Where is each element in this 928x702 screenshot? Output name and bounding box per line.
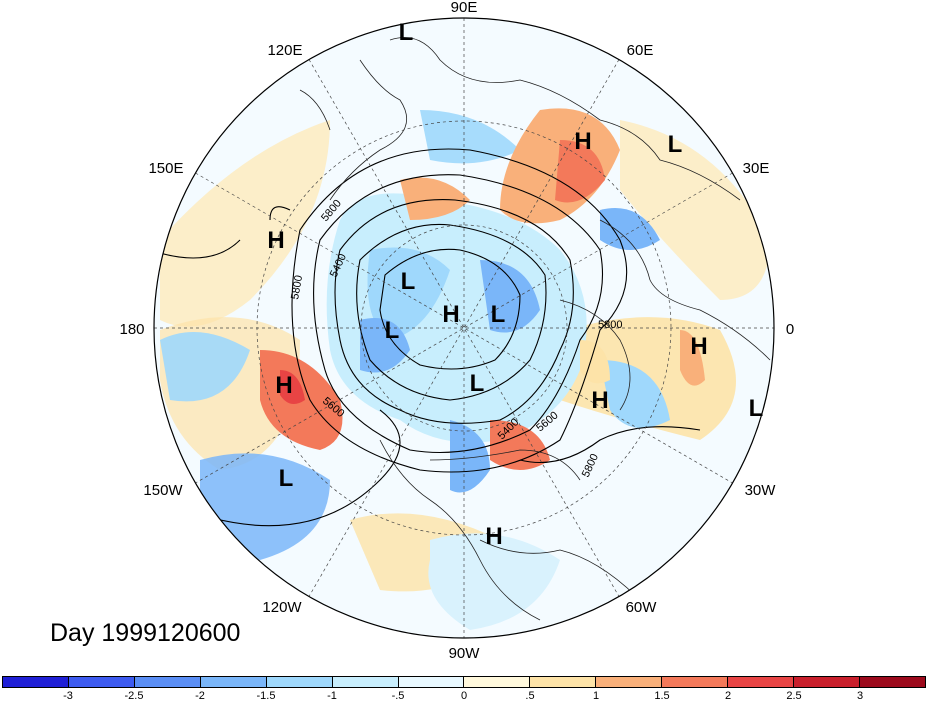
anomaly-field bbox=[160, 108, 770, 630]
colorbar-tick-label: 1.5 bbox=[654, 690, 670, 702]
colorbar-tick-label: 2.5 bbox=[786, 690, 802, 702]
pressure-centers: L L H H L H L L H L H H L L H bbox=[267, 19, 763, 550]
colorbar-tick-label: .5 bbox=[525, 690, 535, 702]
colorbar-swatch bbox=[530, 677, 597, 687]
longitude-labels: 90E 60E 30E 0 30W 60W 90W 120W 150W 180 … bbox=[119, 0, 794, 662]
contour-label: 5800 bbox=[598, 319, 622, 331]
colorbar-swatch bbox=[596, 677, 663, 687]
day-caption: Day 1999120600 bbox=[50, 619, 241, 647]
colorbar-tick-label: 0 bbox=[460, 690, 468, 702]
lon-label-150w: 150W bbox=[143, 482, 183, 499]
colorbar-swatch bbox=[332, 677, 399, 687]
colorbar-tick-label: -1.5 bbox=[256, 690, 276, 702]
low-center-marker: L bbox=[279, 465, 294, 492]
height-contours bbox=[154, 148, 701, 527]
lon-label-60e: 60E bbox=[627, 42, 654, 59]
low-center-marker: L bbox=[385, 317, 400, 344]
low-center-marker: L bbox=[470, 370, 485, 397]
high-center-marker: H bbox=[275, 372, 292, 399]
colorbar-tick-label: -3 bbox=[63, 690, 73, 702]
colorbar-tick-label: 3 bbox=[856, 690, 864, 702]
colorbar-tick-label: 1 bbox=[592, 690, 600, 702]
colorbar bbox=[2, 676, 926, 688]
lon-label-60w: 60W bbox=[626, 599, 658, 616]
colorbar-swatch bbox=[662, 677, 729, 687]
colorbar-tick-label: -1 bbox=[327, 690, 337, 702]
contour-label: 5800 bbox=[289, 274, 305, 300]
low-center-marker: L bbox=[491, 301, 506, 328]
low-center-marker: L bbox=[668, 131, 683, 158]
colorbar-swatch bbox=[200, 677, 267, 687]
high-center-marker: H bbox=[591, 387, 608, 414]
coastlines bbox=[299, 37, 771, 621]
lon-label-120e: 120E bbox=[267, 42, 302, 59]
lon-label-0: 0 bbox=[786, 321, 794, 338]
lon-label-30w: 30W bbox=[745, 482, 777, 499]
high-center-marker: H bbox=[574, 128, 591, 155]
high-center-marker: H bbox=[690, 333, 707, 360]
colorbar-swatch bbox=[859, 677, 925, 687]
lon-label-180: 180 bbox=[119, 321, 144, 338]
colorbar-swatch bbox=[134, 677, 201, 687]
colorbar-swatch bbox=[266, 677, 333, 687]
colorbar-tick-label: -2.5 bbox=[124, 690, 144, 702]
graticule bbox=[154, 18, 774, 638]
low-center-marker: L bbox=[401, 268, 416, 295]
low-center-marker: L bbox=[399, 19, 414, 46]
colorbar-tick-label: 2 bbox=[724, 690, 732, 702]
lon-label-120w: 120W bbox=[262, 599, 302, 616]
colorbar-swatch bbox=[68, 677, 135, 687]
colorbar-swatch bbox=[398, 677, 465, 687]
low-center-marker: L bbox=[749, 395, 764, 422]
high-center-marker: H bbox=[485, 523, 502, 550]
high-center-marker: H bbox=[267, 227, 284, 254]
lon-label-90e: 90E bbox=[451, 0, 478, 16]
colorbar-tick-label: -.5 bbox=[391, 690, 405, 702]
lon-label-30e: 30E bbox=[743, 160, 770, 177]
colorbar-swatch bbox=[3, 677, 69, 687]
lon-label-150e: 150E bbox=[148, 160, 183, 177]
colorbar-swatch bbox=[728, 677, 795, 687]
colorbar-swatch bbox=[464, 677, 531, 687]
colorbar-tick-label: -2 bbox=[195, 690, 205, 702]
colorbar-swatch bbox=[794, 677, 860, 687]
map-border bbox=[153, 17, 775, 639]
high-center-marker: H bbox=[442, 301, 459, 328]
lon-label-90w: 90W bbox=[449, 645, 481, 662]
